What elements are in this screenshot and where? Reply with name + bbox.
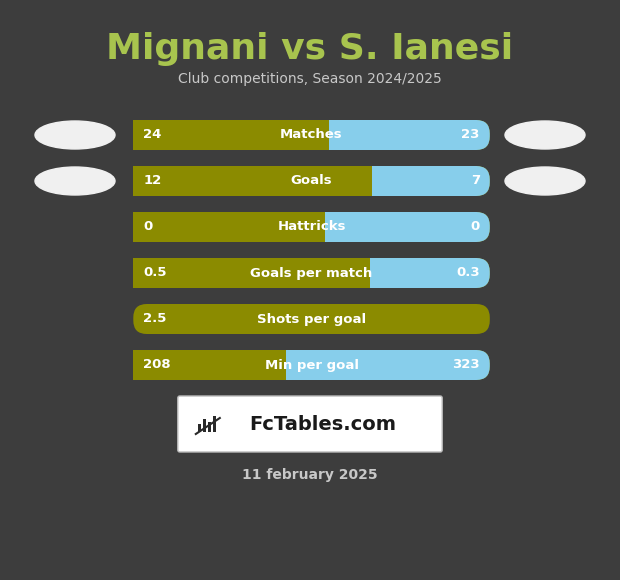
Text: 0.3: 0.3	[456, 266, 480, 280]
FancyBboxPatch shape	[133, 258, 490, 288]
Text: Matches: Matches	[280, 129, 343, 142]
Text: 7: 7	[471, 175, 480, 187]
FancyBboxPatch shape	[298, 212, 325, 242]
FancyBboxPatch shape	[133, 212, 325, 242]
FancyBboxPatch shape	[301, 120, 329, 150]
FancyBboxPatch shape	[133, 350, 490, 380]
Bar	[208, 422, 211, 432]
Ellipse shape	[505, 167, 585, 195]
Ellipse shape	[35, 167, 115, 195]
Text: Goals: Goals	[291, 175, 332, 187]
FancyBboxPatch shape	[133, 166, 372, 196]
Text: 23: 23	[461, 129, 480, 142]
FancyBboxPatch shape	[133, 120, 329, 150]
Text: Min per goal: Min per goal	[265, 358, 358, 372]
Ellipse shape	[505, 121, 585, 149]
FancyBboxPatch shape	[345, 166, 372, 196]
Bar	[213, 416, 216, 432]
Text: 0.5: 0.5	[143, 266, 167, 280]
Text: 12: 12	[143, 175, 162, 187]
Text: Mignani vs S. Ianesi: Mignani vs S. Ianesi	[107, 32, 513, 66]
Text: Hattricks: Hattricks	[277, 220, 346, 234]
Text: Goals per match: Goals per match	[250, 266, 373, 280]
Text: 208: 208	[143, 358, 171, 372]
FancyBboxPatch shape	[315, 120, 490, 150]
FancyBboxPatch shape	[312, 212, 490, 242]
FancyBboxPatch shape	[343, 258, 370, 288]
Text: 24: 24	[143, 129, 162, 142]
Text: FcTables.com: FcTables.com	[249, 415, 397, 433]
FancyBboxPatch shape	[356, 258, 490, 288]
Bar	[203, 419, 206, 432]
FancyBboxPatch shape	[133, 350, 286, 380]
Text: 0: 0	[143, 220, 153, 234]
FancyBboxPatch shape	[133, 258, 370, 288]
FancyBboxPatch shape	[133, 120, 490, 150]
FancyBboxPatch shape	[272, 350, 490, 380]
Text: Shots per goal: Shots per goal	[257, 313, 366, 325]
FancyBboxPatch shape	[178, 396, 442, 452]
Ellipse shape	[35, 121, 115, 149]
Text: 323: 323	[452, 358, 480, 372]
Bar	[198, 424, 202, 432]
FancyBboxPatch shape	[133, 304, 490, 334]
Text: 11 february 2025: 11 february 2025	[242, 468, 378, 482]
FancyBboxPatch shape	[133, 166, 490, 196]
FancyBboxPatch shape	[358, 166, 490, 196]
Text: 2.5: 2.5	[143, 313, 167, 325]
Text: 0: 0	[471, 220, 480, 234]
Text: Club competitions, Season 2024/2025: Club competitions, Season 2024/2025	[178, 72, 442, 86]
FancyBboxPatch shape	[259, 350, 286, 380]
FancyBboxPatch shape	[133, 212, 490, 242]
